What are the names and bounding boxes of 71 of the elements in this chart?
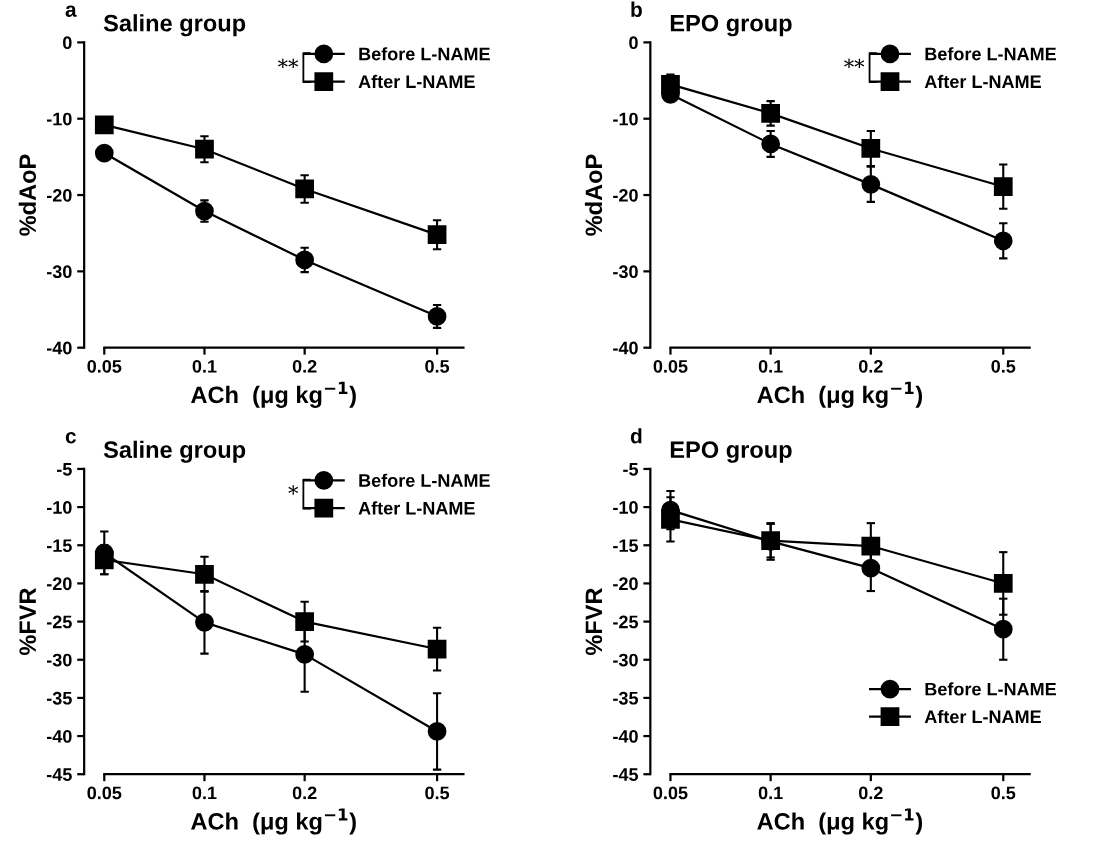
x-tick-label: 0.1 <box>758 359 783 373</box>
y-tick-label: -40 <box>46 730 72 743</box>
legend-label: Before L-NAME <box>359 47 490 61</box>
y-tick-label: -20 <box>46 577 72 591</box>
legend-label: Before L-NAME <box>359 473 490 487</box>
y-axis-title: %dAoP <box>18 154 37 236</box>
annotation: ** <box>277 58 299 69</box>
y-axis-title: %FVR <box>19 587 36 656</box>
x-axis-title: ACh (μg kg$^{−1}$) <box>757 808 923 835</box>
x-tick-label: 0.5 <box>991 359 1016 373</box>
x-tick-label: 0.5 <box>425 359 450 373</box>
y-tick-label: -10 <box>613 501 638 514</box>
y-axis-title: %FVR <box>585 587 603 656</box>
x-tick-label: 0.5 <box>425 786 450 800</box>
y-tick-label: -35 <box>613 691 639 705</box>
y-axis-title: %dAoP <box>584 154 603 236</box>
y-tick-label: -20 <box>613 188 638 202</box>
y-tick-label: -20 <box>46 188 72 202</box>
y-tick-label: -5 <box>57 463 72 476</box>
legend-label: After L-NAME <box>358 501 475 515</box>
x-axis-title: ACh (μg kg$^{−1}$) <box>191 381 356 408</box>
chart-title: EPO group <box>670 441 792 463</box>
y-tick-label: -30 <box>46 653 72 667</box>
x-tick-label: 0.1 <box>192 786 217 800</box>
y-tick-label: -10 <box>46 112 72 126</box>
text: c <box>65 432 76 444</box>
y-tick-label: -30 <box>613 265 638 279</box>
x-tick-label: 0.05 <box>653 359 688 373</box>
annotation: * <box>288 485 299 495</box>
x-tick-label: 0.1 <box>758 786 783 800</box>
x-axis-title: ACh (μg kg$^{−1}$) <box>191 808 356 835</box>
annotation: ** <box>844 58 865 69</box>
x-tick-label: 0.2 <box>292 359 317 373</box>
y-tick-label: -15 <box>46 539 72 552</box>
y-tick-label: -15 <box>613 539 639 552</box>
legend-label: Before L-NAME <box>925 682 1056 696</box>
legend-label: After L-NAME <box>924 74 1041 89</box>
y-tick-label: -20 <box>613 577 638 591</box>
chart-title: Saline group <box>103 14 246 37</box>
y-tick-label: 0 <box>629 36 638 50</box>
x-axis-title: ACh (μg kg$^{−1}$) <box>757 381 923 408</box>
chart-title: EPO group <box>670 14 792 37</box>
chart-title: Saline group <box>103 440 246 463</box>
legend-label: After L-NAME <box>924 709 1041 724</box>
x-tick-label: 0.05 <box>653 786 688 800</box>
y-tick-label: -5 <box>623 463 639 476</box>
x-tick-label: 0.05 <box>87 786 122 800</box>
text: d <box>630 428 642 444</box>
y-tick-label: -25 <box>613 615 639 629</box>
y-tick-label: -30 <box>46 265 72 279</box>
y-tick-label: 0 <box>63 36 72 50</box>
y-tick-label: -10 <box>46 501 72 514</box>
y-tick-label: -45 <box>613 768 639 781</box>
x-tick-label: 0.5 <box>991 786 1016 800</box>
x-tick-label: 0.05 <box>87 359 122 373</box>
legend-label: After L-NAME <box>358 74 475 89</box>
x-tick-label: 0.2 <box>292 786 317 800</box>
y-tick-label: -40 <box>613 341 638 355</box>
y-tick-label: -40 <box>613 730 638 743</box>
text: b <box>631 1 642 17</box>
legend-label: Before L-NAME <box>925 47 1056 61</box>
y-tick-label: -25 <box>46 615 72 629</box>
y-tick-label: -40 <box>46 341 72 355</box>
x-tick-label: 0.2 <box>858 786 883 800</box>
y-tick-label: -35 <box>46 691 72 705</box>
x-tick-label: 0.1 <box>192 359 217 373</box>
x-tick-label: 0.2 <box>858 359 883 373</box>
text: a <box>65 5 77 17</box>
y-tick-label: -10 <box>613 112 638 126</box>
y-tick-label: -30 <box>613 653 638 667</box>
y-tick-label: -45 <box>46 768 72 781</box>
